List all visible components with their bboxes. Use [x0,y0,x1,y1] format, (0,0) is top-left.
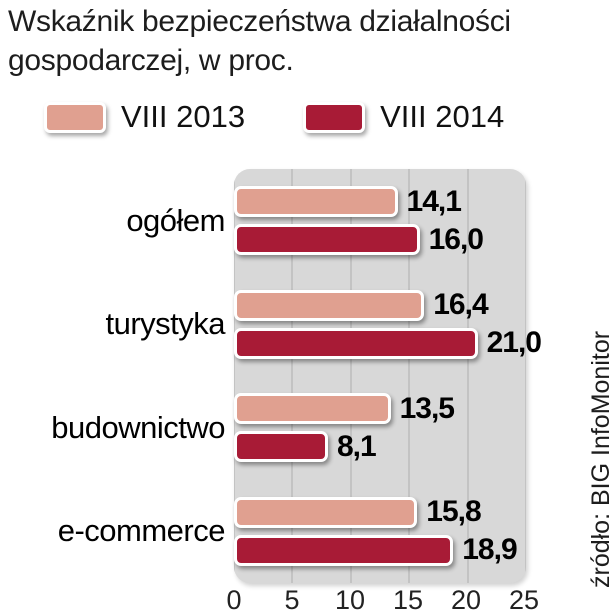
bar-stack: 14,1 16,0 [234,184,524,256]
category-group: ogółem 14,1 16,0 [0,169,524,273]
legend-item: VIII 2014 [303,99,504,135]
x-tick-label: 10 [334,585,366,615]
bar-viii-2013 [234,186,398,218]
bar-rows: ogółem 14,1 16,0 turystyka 16,4 21,0 budownict… [0,169,542,584]
value-label: 15,8 [426,495,481,529]
value-label: 16,4 [433,288,488,322]
bar-viii-2014 [234,431,328,463]
value-label: 21,0 [486,326,542,360]
category-label: budownictwo [51,409,225,445]
category-group: e-commerce 15,8 18,9 [0,480,524,584]
gridline [466,169,469,583]
x-tick-label: 0 [226,585,242,615]
legend-label: VIII 2014 [380,99,505,134]
bar-row: 13,5 [234,391,524,425]
gridline [525,169,526,583]
chart-title: Wskaźnik bezpieczeństwa działalności gos… [8,5,511,77]
gridline [234,169,235,583]
value-label: 13,5 [399,391,455,425]
legend-swatch [44,101,106,133]
bar-viii-2014 [234,224,420,256]
bar-row: 8,1 [234,429,524,463]
bar-viii-2014 [234,327,478,359]
gridline [408,169,411,583]
bar-stack: 16,4 21,0 [234,288,542,359]
bar-stack: 15,8 18,9 [234,495,524,567]
value-label: 14,1 [406,184,462,218]
bar-row: 18,9 [234,533,524,567]
bar-viii-2013 [234,496,418,528]
value-label: 16,0 [428,222,484,256]
category-group: budownictwo 13,5 8,1 [0,376,524,480]
legend-swatch [303,101,366,133]
legend-item: VIII 2013 [44,99,245,135]
bar-row: 16,0 [234,222,524,256]
x-tick-label: 15 [392,585,424,615]
x-tick-label: 25 [508,585,540,615]
source-credit: źródło: BIG InfoMonitor [587,330,615,588]
gridline [349,169,352,583]
category-label: ogółem [126,202,225,238]
bar-row: 15,8 [234,495,524,529]
x-tick-label: 5 [284,585,300,615]
category-label: e-commerce [57,513,226,549]
x-tick-label: 20 [450,585,482,615]
bar-row: 14,1 [234,184,524,218]
category-label: turystyka [105,306,225,342]
value-label: 18,9 [462,533,517,567]
bar-viii-2014 [234,534,454,566]
value-label: 8,1 [336,429,377,463]
legend: VIII 2013 VIII 2014 [44,99,504,135]
bar-row: 16,4 [234,288,524,322]
category-group: turystyka 16,4 21,0 [0,273,542,377]
x-axis: 0 5 10 15 20 25 [226,585,539,615]
bar-stack: 13,5 8,1 [234,391,524,463]
bar-viii-2013 [234,393,391,425]
gridline [291,169,294,583]
legend-label: VIII 2013 [121,99,246,134]
bar-row: 21,0 [234,326,542,359]
bar-viii-2013 [234,289,425,321]
